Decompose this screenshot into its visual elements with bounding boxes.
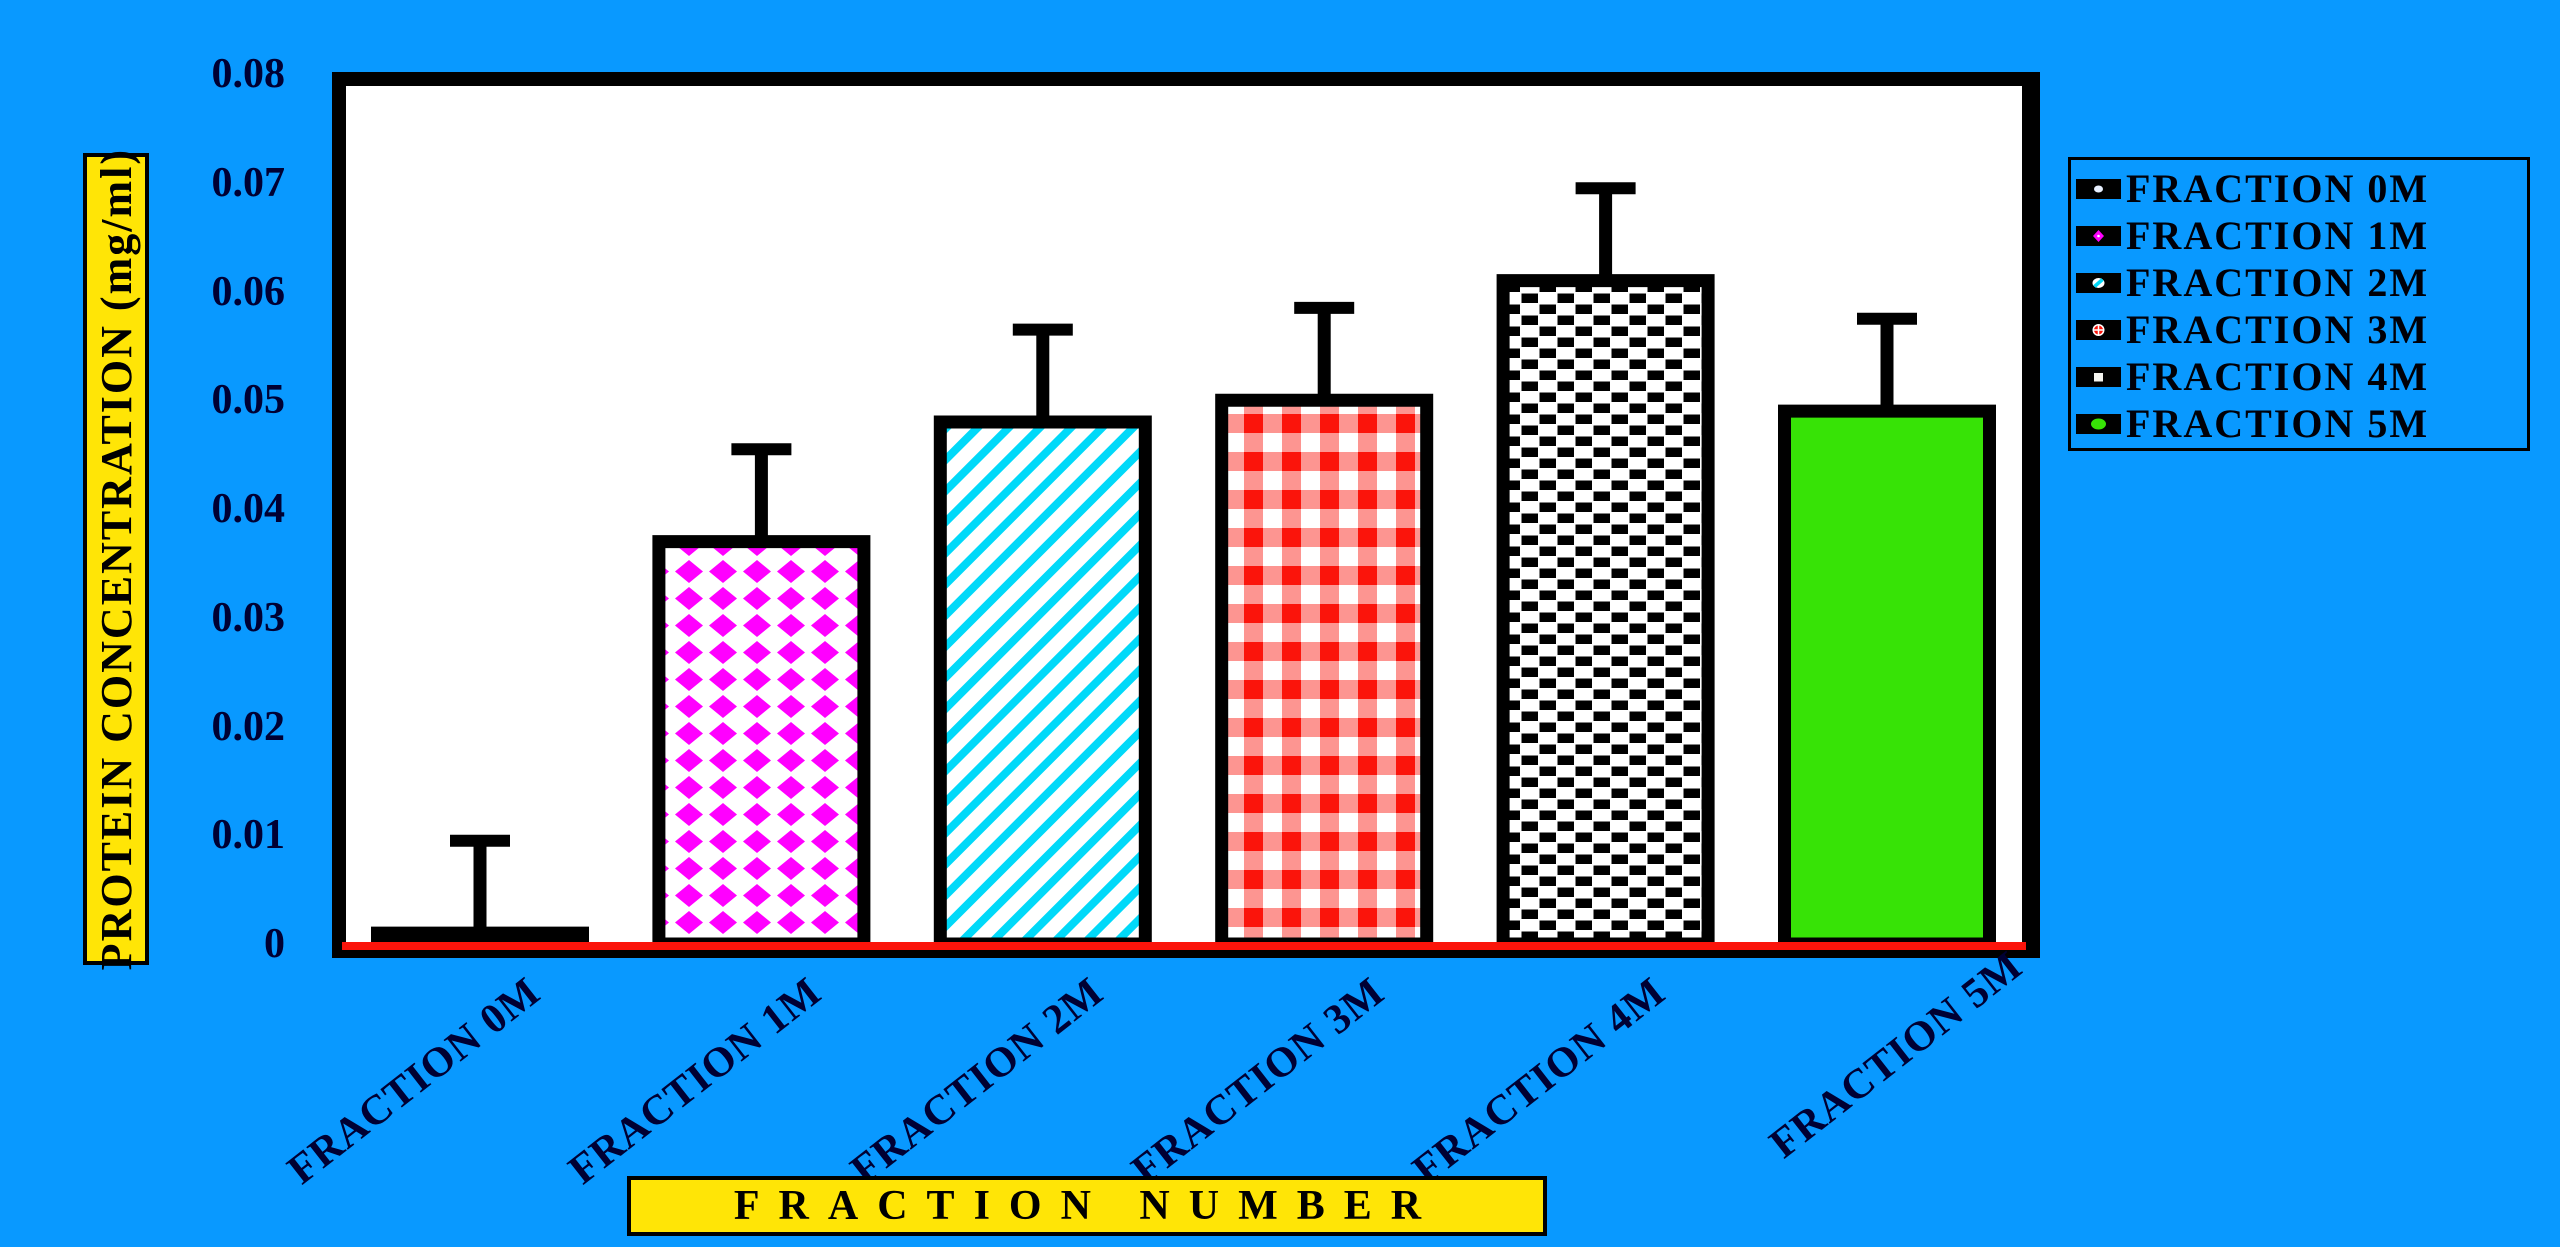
y-tick-label: 0	[264, 921, 285, 967]
legend-item-fraction-2m: FRACTION 2M	[2076, 259, 2527, 306]
legend-swatch-white-dot-on-black-icon	[2076, 178, 2121, 199]
legend-label: FRACTION 0M	[2126, 166, 2430, 211]
legend-swatch-red-checker-dot-icon	[2076, 319, 2121, 340]
legend-item-fraction-1m: FRACTION 1M	[2076, 212, 2527, 259]
y-tick-label: 0.02	[211, 703, 286, 750]
legend-swatch-white-square-icon	[2076, 366, 2121, 387]
plot-border-bottom	[332, 950, 2040, 958]
plot-area	[332, 72, 2040, 958]
bar-chart-svg	[332, 72, 2040, 958]
y-tick-label: 0.07	[211, 159, 286, 206]
y-tick-label: 0.06	[211, 268, 286, 315]
x-tick-label: FRACTION 3M	[1123, 968, 1394, 1194]
bar-fraction-4m	[1496, 274, 1715, 951]
bar-fraction-3m	[1215, 393, 1434, 951]
bar-fraction-1m	[652, 535, 871, 951]
y-tick-label: 0.01	[211, 812, 286, 859]
x-tick-label: FRACTION 1M	[560, 968, 831, 1194]
x-axis-title-box: FRACTION NUMBER	[627, 1176, 1547, 1236]
legend: FRACTION 0M FRACTION 1M FRACTION 2M FRAC…	[2068, 157, 2530, 451]
y-axis-title: PROTEIN CONCENTRATION (mg/ml)	[91, 147, 141, 971]
plot-border	[332, 72, 2040, 958]
legend-swatch-cyan-slash-icon	[2076, 272, 2121, 293]
x-tick-label: FRACTION 5M	[1761, 942, 2031, 1168]
legend-item-fraction-5m: FRACTION 5M	[2076, 400, 2527, 447]
x-axis-line	[342, 942, 2026, 950]
x-tick-label: FRACTION 4M	[1404, 968, 1675, 1194]
legend-item-fraction-4m: FRACTION 4M	[2076, 353, 2527, 400]
bar-fraction-5m	[1778, 404, 1996, 951]
bar-fraction-2m	[933, 415, 1152, 951]
y-tick-label: 0.08	[211, 51, 286, 97]
y-axis-title-box: PROTEIN CONCENTRATION (mg/ml)	[83, 148, 149, 970]
legend-item-fraction-0m: FRACTION 0M	[2076, 165, 2527, 212]
y-tick-label: 0.05	[211, 377, 286, 424]
legend-label: FRACTION 4M	[2126, 354, 2430, 399]
legend-label: FRACTION 5M	[2126, 401, 2430, 446]
legend-swatch-magenta-diamond-icon	[2076, 225, 2121, 246]
legend-label: FRACTION 3M	[2126, 307, 2430, 352]
x-tick-label: FRACTION 0M	[279, 968, 549, 1194]
x-axis-title: FRACTION NUMBER	[733, 1183, 1441, 1229]
y-tick-label: 0.03	[211, 594, 286, 641]
legend-item-fraction-3m: FRACTION 3M	[2076, 306, 2527, 353]
legend-label: FRACTION 2M	[2126, 260, 2430, 305]
legend-label: FRACTION 1M	[2126, 213, 2430, 258]
legend-swatch-green-dot-icon	[2076, 413, 2121, 434]
bars	[371, 182, 1996, 951]
x-tick-label: FRACTION 2M	[842, 968, 1112, 1194]
y-tick-label: 0.04	[211, 486, 286, 532]
plot-background	[332, 72, 2040, 958]
